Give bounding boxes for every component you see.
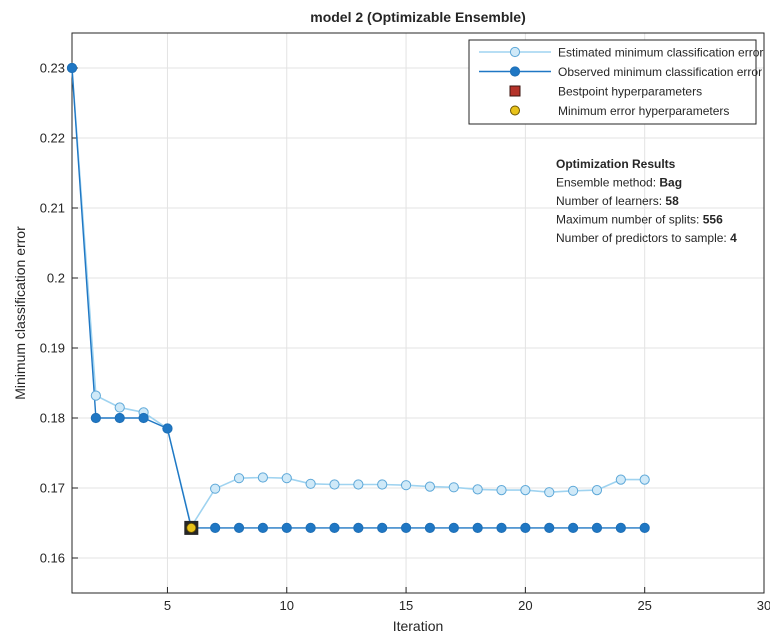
estimated-point (544, 487, 555, 498)
x-tick-label: 30 (757, 598, 770, 613)
x-axis-label: Iteration (393, 618, 444, 634)
estimated-point (615, 474, 626, 485)
observed-point (233, 522, 245, 534)
observed-point (400, 522, 412, 534)
plot-area (72, 33, 764, 593)
estimated-point (639, 474, 650, 485)
y-axis-label: Minimum classification error (12, 226, 28, 400)
observed-point (639, 522, 650, 534)
estimated-point (329, 479, 340, 490)
observed-point (424, 522, 436, 534)
annotation-value: 58 (665, 194, 679, 208)
x-tick-label: 20 (518, 598, 532, 613)
observed-point (520, 522, 531, 534)
observed-point (496, 522, 507, 534)
y-tick-label: 0.21 (40, 201, 65, 216)
y-tick-label: 0.17 (40, 481, 65, 496)
estimated-point (281, 473, 292, 484)
y-tick-label: 0.2 (47, 271, 65, 286)
legend-label: Estimated minimum classification error (558, 46, 763, 60)
observed-point (568, 522, 579, 534)
y-tick-label: 0.23 (40, 61, 65, 76)
y-tick-label: 0.18 (40, 411, 65, 426)
minimum-error-marker (186, 523, 197, 533)
legend-marker (509, 46, 521, 58)
x-tick-label: 10 (280, 598, 294, 613)
x-tick-label: 15 (399, 598, 413, 613)
observed-point (353, 522, 364, 534)
highlight-markers (184, 520, 199, 535)
annotation-line: Maximum number of splits: 556 (556, 213, 723, 227)
observed-point (90, 412, 101, 424)
annotation-value: Bag (659, 176, 682, 190)
y-tick-label: 0.16 (40, 551, 65, 566)
legend-label: Bestpoint hyperparameters (558, 85, 702, 99)
estimated-point (448, 482, 459, 493)
observed-point (472, 522, 483, 534)
estimated-point (377, 479, 388, 490)
legend-label: Minimum error hyperparameters (558, 104, 729, 118)
chart-title: model 2 (Optimizable Ensemble) (310, 9, 526, 25)
axis-ticks: 5 10 15 20 25 30 0.16 0.17 0.18 0.19 0.2 0.21 0.22 0.… (40, 61, 770, 614)
observed-point (591, 522, 603, 534)
estimated-point (520, 485, 531, 496)
estimated-point (90, 390, 101, 401)
estimated-point (472, 484, 483, 495)
estimated-point (400, 480, 412, 491)
legend-marker (510, 105, 520, 116)
plot-frame (71, 32, 765, 594)
observed-point (66, 62, 78, 74)
estimated-point (353, 479, 364, 490)
observed-point (210, 522, 221, 534)
annotation-line: Number of learners: 58 (556, 194, 679, 208)
annotation-label: Number of predictors to sample: (556, 231, 730, 245)
observed-point (162, 423, 173, 434)
observed-point (544, 522, 555, 534)
legend-marker (509, 66, 521, 77)
annotation-label: Ensemble method: (556, 176, 659, 190)
annotation-value: 556 (703, 213, 723, 227)
x-tick-label: 5 (164, 598, 171, 613)
observed-point (615, 522, 626, 534)
annotation-title: Optimization Results (556, 157, 676, 171)
estimated-point (257, 472, 268, 483)
estimated-point (233, 473, 245, 484)
observed-point (329, 522, 340, 534)
annotation-label: Maximum number of splits: (556, 213, 703, 227)
annotation-value: 4 (730, 231, 737, 245)
y-tick-label: 0.22 (40, 131, 65, 146)
observed-point (257, 522, 268, 534)
observed-point (305, 522, 316, 534)
observed-point (448, 522, 459, 534)
estimated-point (568, 485, 579, 496)
estimated-point (305, 478, 316, 489)
observed-point (114, 412, 125, 424)
legend-marker (509, 85, 521, 97)
observed-point (281, 522, 292, 534)
optimization-results: Optimization Results Ensemble method: Bag… (556, 157, 737, 245)
observed-point (377, 522, 388, 534)
annotation-line: Ensemble method: Bag (556, 176, 682, 190)
observed-point (138, 412, 149, 424)
estimated-point (496, 485, 507, 496)
estimated-point (424, 481, 436, 492)
estimated-point (114, 402, 125, 413)
legend: Estimated minimum classification error Ob… (468, 39, 763, 125)
annotation-label: Number of learners: (556, 194, 665, 208)
y-tick-label: 0.19 (40, 341, 65, 356)
x-tick-label: 25 (637, 598, 651, 613)
estimated-point (210, 483, 221, 494)
annotation-line: Number of predictors to sample: 4 (556, 231, 737, 245)
estimated-point (591, 485, 603, 496)
legend-label: Observed minimum classification error (558, 65, 762, 79)
